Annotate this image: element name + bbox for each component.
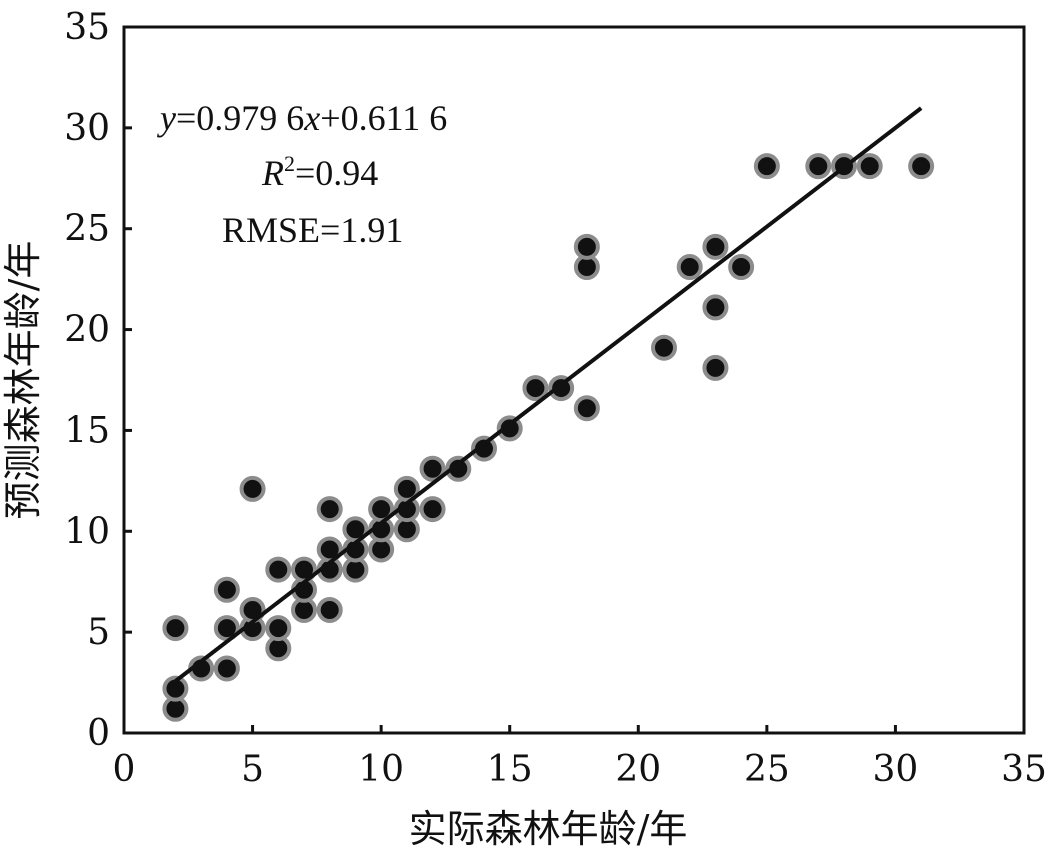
x-tick-label: 25 <box>744 749 790 790</box>
y-tick-label: 25 <box>64 209 110 250</box>
data-point <box>213 655 240 682</box>
data-point <box>471 435 497 462</box>
data-point <box>728 254 755 281</box>
data-point <box>856 153 883 180</box>
x-tick-label: 5 <box>241 749 264 790</box>
data-point <box>239 475 266 502</box>
equation-part2: +0.611 6 <box>320 98 447 138</box>
data-point <box>342 516 369 543</box>
x-axis-label: 实际森林年龄/年 <box>409 807 688 851</box>
y-tick-label: 35 <box>64 7 110 48</box>
data-point <box>213 576 240 603</box>
y-axis-label: 预测森林年龄/年 <box>1 241 45 520</box>
r2-annotation: R2=0.94 <box>261 151 378 193</box>
data-point <box>573 233 600 260</box>
data-points <box>162 153 935 722</box>
x-tick-label: 10 <box>358 749 404 790</box>
data-point <box>419 455 446 482</box>
data-point <box>522 375 549 402</box>
r2-superscript: 2 <box>284 151 295 176</box>
equation-y: y <box>157 98 176 138</box>
data-point <box>162 615 189 642</box>
axis-ticks: 0 5 10 15 20 25 30 35 0 5 10 15 20 25 30 35 <box>64 7 1047 790</box>
equation-annotation: y=0.979 6x+0.611 6 <box>157 98 447 138</box>
data-point <box>496 415 523 442</box>
equation-x: x <box>303 98 320 138</box>
y-tick-label: 0 <box>87 713 110 754</box>
data-point <box>316 496 343 523</box>
regression-line <box>174 106 923 683</box>
data-point <box>316 596 343 623</box>
data-point <box>908 153 935 180</box>
data-point <box>676 254 703 281</box>
x-tick-label: 30 <box>873 749 919 790</box>
y-tick-label: 20 <box>64 310 110 351</box>
x-tick-label: 0 <box>113 749 136 790</box>
data-point <box>265 615 292 642</box>
data-point <box>419 496 446 523</box>
data-point <box>393 475 420 502</box>
y-tick-label: 5 <box>87 612 110 653</box>
r2-value: =0.94 <box>295 153 378 193</box>
r2-r: R <box>261 153 284 193</box>
data-point <box>573 395 600 422</box>
data-point <box>368 496 395 523</box>
y-tick-label: 15 <box>64 410 110 451</box>
data-point <box>702 233 729 260</box>
rmse-annotation: RMSE=1.91 <box>222 210 403 250</box>
y-tick-label: 10 <box>64 511 110 552</box>
data-point <box>445 455 472 482</box>
data-point <box>265 556 292 583</box>
data-point <box>162 675 189 702</box>
y-tick-label: 30 <box>64 108 110 149</box>
x-tick-label: 35 <box>1001 749 1047 790</box>
data-point <box>702 294 729 321</box>
data-point <box>651 334 677 361</box>
data-point <box>753 153 780 180</box>
equation-part1: =0.979 6 <box>176 98 304 138</box>
data-point <box>702 354 729 381</box>
plot-frame <box>122 25 1026 735</box>
x-tick-label: 15 <box>487 749 533 790</box>
x-tick-label: 20 <box>615 749 661 790</box>
data-point <box>805 153 832 180</box>
